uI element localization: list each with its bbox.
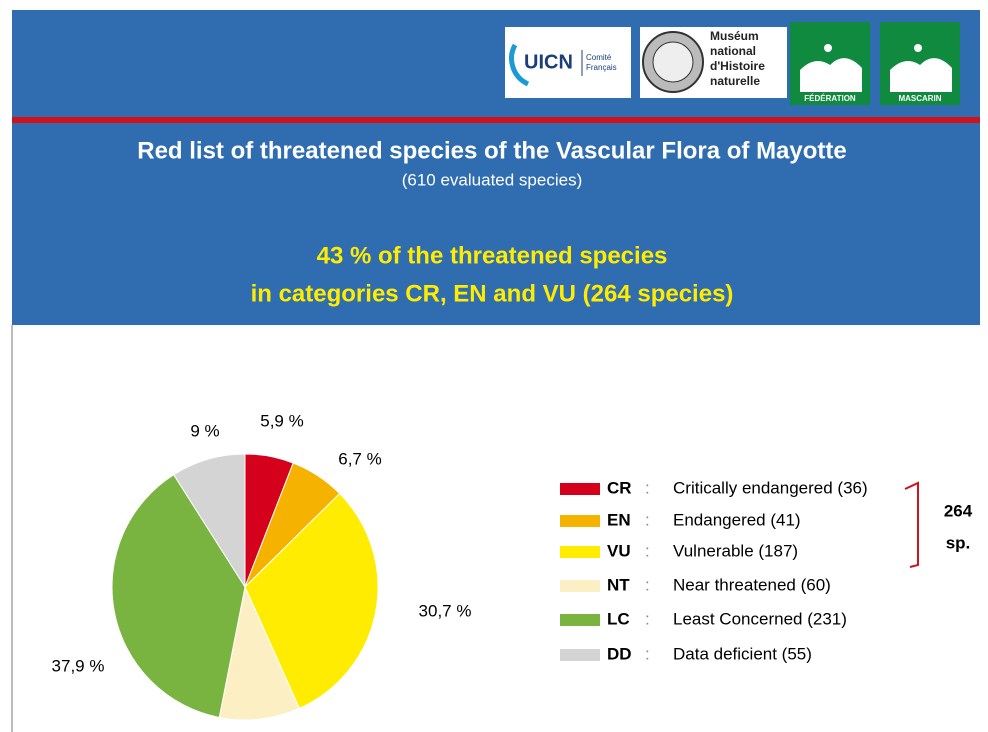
legend-label: Data deficient (55) bbox=[673, 644, 812, 663]
highlight: 43 % of the threatened species bbox=[317, 242, 668, 269]
legend-swatch bbox=[560, 483, 600, 495]
logo-mnhn: Muséum national d'Histoire naturelle bbox=[640, 27, 787, 98]
logo-text: Comité bbox=[586, 53, 612, 62]
legend-swatch bbox=[560, 515, 600, 527]
pie-slice bbox=[173, 453, 246, 589]
logo-text: naturelle bbox=[710, 74, 760, 88]
data-label: 6,7 % bbox=[338, 449, 381, 468]
legend-code: LC bbox=[607, 609, 630, 628]
legend-label: Vulnerable (187) bbox=[673, 541, 798, 560]
legend-code: DD bbox=[607, 644, 632, 663]
legend-swatch bbox=[560, 614, 600, 626]
logo-text: UICN bbox=[524, 51, 573, 73]
legend-separator: : bbox=[645, 541, 650, 560]
logo-text: d'Histoire bbox=[710, 59, 765, 73]
legend-separator: : bbox=[645, 609, 650, 628]
title-band bbox=[12, 123, 980, 325]
logo-text: MASCARIN bbox=[898, 94, 941, 103]
logo-text: national bbox=[710, 44, 756, 58]
legend-code: EN bbox=[607, 510, 631, 529]
legend-code: VU bbox=[607, 541, 631, 560]
logo-cbn-federation: FÉDÉRATION bbox=[790, 22, 870, 105]
title: Red list of threatened species of the Va… bbox=[137, 137, 847, 164]
legend-swatch bbox=[560, 546, 600, 558]
data-label: 9 % bbox=[190, 421, 219, 440]
subtitle: (610 evaluated species) bbox=[402, 170, 583, 189]
logo-text: Français bbox=[586, 63, 617, 72]
legend-label: Critically endangered (36) bbox=[673, 478, 868, 497]
header-rule bbox=[12, 117, 980, 123]
annotation: sp. bbox=[946, 533, 971, 552]
legend-separator: : bbox=[645, 510, 650, 529]
legend-separator: : bbox=[645, 644, 650, 663]
logo-text: FÉDÉRATION bbox=[804, 94, 856, 103]
pie-slice bbox=[218, 585, 301, 721]
highlight: in categories CR, EN and VU (264 species… bbox=[251, 280, 734, 307]
legend-code: NT bbox=[607, 575, 630, 594]
logo-uicn: UICN Comité Français bbox=[505, 27, 631, 98]
data-label: 5,9 % bbox=[260, 411, 303, 430]
legend-swatch bbox=[560, 580, 600, 592]
legend-separator: : bbox=[645, 575, 650, 594]
legend-label: Least Concerned (231) bbox=[673, 609, 847, 628]
data-label: 37,9 % bbox=[52, 656, 105, 675]
legend-code: CR bbox=[607, 478, 632, 497]
annotation: 264 bbox=[944, 501, 973, 520]
logo-cbn-mascarin: MASCARIN bbox=[880, 22, 960, 105]
legend-separator: : bbox=[645, 478, 650, 497]
legend-label: Endangered (41) bbox=[673, 510, 801, 529]
pie-slice bbox=[244, 492, 379, 710]
legend-swatch bbox=[560, 649, 600, 661]
data-label: 30,7 % bbox=[419, 601, 472, 620]
logo-text: Muséum bbox=[710, 29, 759, 43]
legend-label: Near threatened (60) bbox=[673, 575, 831, 594]
bracket bbox=[904, 481, 919, 568]
